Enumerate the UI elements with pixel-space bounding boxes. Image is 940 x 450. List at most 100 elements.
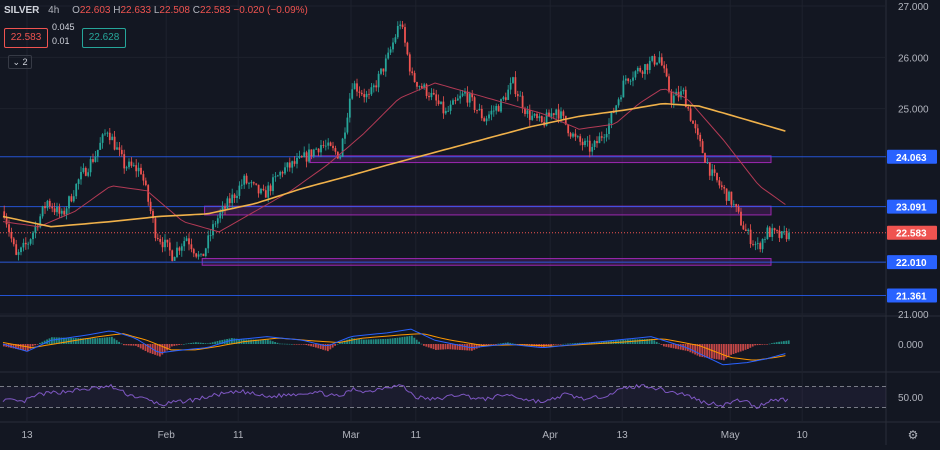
macd-histogram-bar [425, 344, 428, 347]
candle-body [737, 206, 740, 212]
macd-histogram-bar [276, 342, 279, 344]
collapse-indicators-button[interactable]: ⌄ 2 [8, 55, 32, 69]
low-label: L [153, 5, 160, 16]
candle-body [128, 161, 130, 168]
macd-histogram-bar [353, 338, 356, 344]
macd-histogram-bar [641, 339, 644, 344]
macd-histogram-bar [605, 341, 608, 344]
macd-histogram-bar [783, 341, 785, 344]
buy-button[interactable]: 22.628 [82, 28, 126, 48]
macd-histogram-bar [696, 344, 699, 356]
candle-body [113, 136, 116, 150]
candle-body [718, 180, 721, 186]
macd-histogram-bar [487, 344, 490, 345]
candle-body [348, 98, 351, 118]
candle-body [183, 240, 186, 247]
candle-body [514, 77, 517, 95]
candle-body [322, 145, 325, 146]
macd-histogram-bar [379, 339, 382, 344]
candle-body [272, 177, 274, 192]
macd-pane [2, 328, 790, 366]
interval-label[interactable]: 4h [48, 5, 60, 16]
candle-body [540, 116, 543, 123]
candle-body [771, 228, 774, 237]
macd-histogram-bar [411, 335, 413, 344]
candle-body [221, 206, 224, 213]
candle-body [500, 99, 502, 112]
gear-icon[interactable]: ⚙ [908, 428, 919, 442]
time-tick-label: 10 [797, 430, 809, 441]
macd-histogram-bar [370, 339, 372, 344]
macd-histogram-bar [101, 337, 104, 344]
macd-histogram-bar [377, 339, 380, 344]
macd-histogram-bar [771, 343, 773, 344]
macd-histogram-bar [495, 344, 497, 345]
macd-histogram-bar [639, 339, 641, 344]
time-tick-label: 11 [411, 430, 422, 441]
macd-histogram-bar [264, 339, 267, 344]
candle-body [372, 85, 375, 88]
macd-histogram-bar [653, 340, 656, 344]
candle-body [20, 247, 22, 253]
macd-histogram-bar [339, 342, 341, 344]
macd-line [2, 328, 786, 366]
candle-body [598, 136, 601, 144]
macd-histogram-bar [91, 338, 94, 344]
candle-body [27, 243, 30, 245]
candles-layer [3, 20, 790, 262]
macd-histogram-bar [77, 338, 80, 344]
candle-body [593, 141, 596, 147]
time-axis[interactable]: 13 Feb 11 Mar 11 Apr 13 May 10 ⚙ [21, 428, 918, 442]
macd-histogram-bar [555, 344, 557, 345]
macd-histogram-bar [665, 344, 668, 347]
macd-histogram-bar [447, 344, 449, 350]
candle-body [5, 217, 8, 225]
candle-body [147, 185, 150, 202]
macd-histogram-bar [754, 344, 756, 346]
candle-body [466, 91, 469, 103]
candle-body [116, 147, 118, 150]
macd-histogram-bar [82, 338, 84, 344]
macd-histogram-bar [168, 344, 171, 349]
time-tick-label: 13 [617, 430, 629, 441]
candle-body [284, 167, 286, 174]
candle-body [108, 132, 111, 141]
candle-body [413, 73, 416, 83]
macd-histogram-bar [677, 344, 680, 350]
candle-body [495, 106, 498, 111]
candle-body [636, 67, 639, 72]
macd-histogram-bar [192, 342, 195, 344]
level-price-label: 21.361 [896, 291, 927, 302]
candle-body [44, 206, 46, 209]
open-label: O [72, 5, 80, 16]
macd-histogram-bar [679, 344, 682, 350]
spread-top: 0.045 [52, 22, 75, 32]
candle-body [519, 95, 522, 97]
macd-histogram-bar [19, 344, 22, 350]
candle-body [250, 182, 253, 184]
candle-body [461, 93, 464, 96]
candle-body [120, 149, 123, 155]
macd-histogram-bar [123, 344, 125, 346]
candle-body [380, 68, 382, 74]
time-tick-label: Mar [342, 430, 360, 441]
candle-body [788, 232, 790, 240]
high-value: 22.633 [120, 5, 152, 16]
price-axis[interactable]: 27.00026.00025.00022.00021.00024.06323.0… [887, 2, 937, 404]
candle-body [192, 249, 195, 254]
macd-histogram-bar [478, 344, 480, 348]
macd-histogram-bar [231, 338, 233, 344]
candle-body [641, 71, 644, 74]
sell-button[interactable]: 22.583 [4, 28, 48, 48]
macd-histogram-bar [144, 344, 147, 352]
candle-body [312, 149, 315, 157]
candle-body [92, 159, 94, 162]
macd-histogram-bar [567, 343, 569, 345]
macd-histogram-bar [576, 342, 579, 344]
symbol-label[interactable]: SILVER [4, 5, 40, 16]
candle-body [228, 198, 231, 204]
candle-body [502, 97, 505, 100]
candle-body [603, 137, 606, 139]
